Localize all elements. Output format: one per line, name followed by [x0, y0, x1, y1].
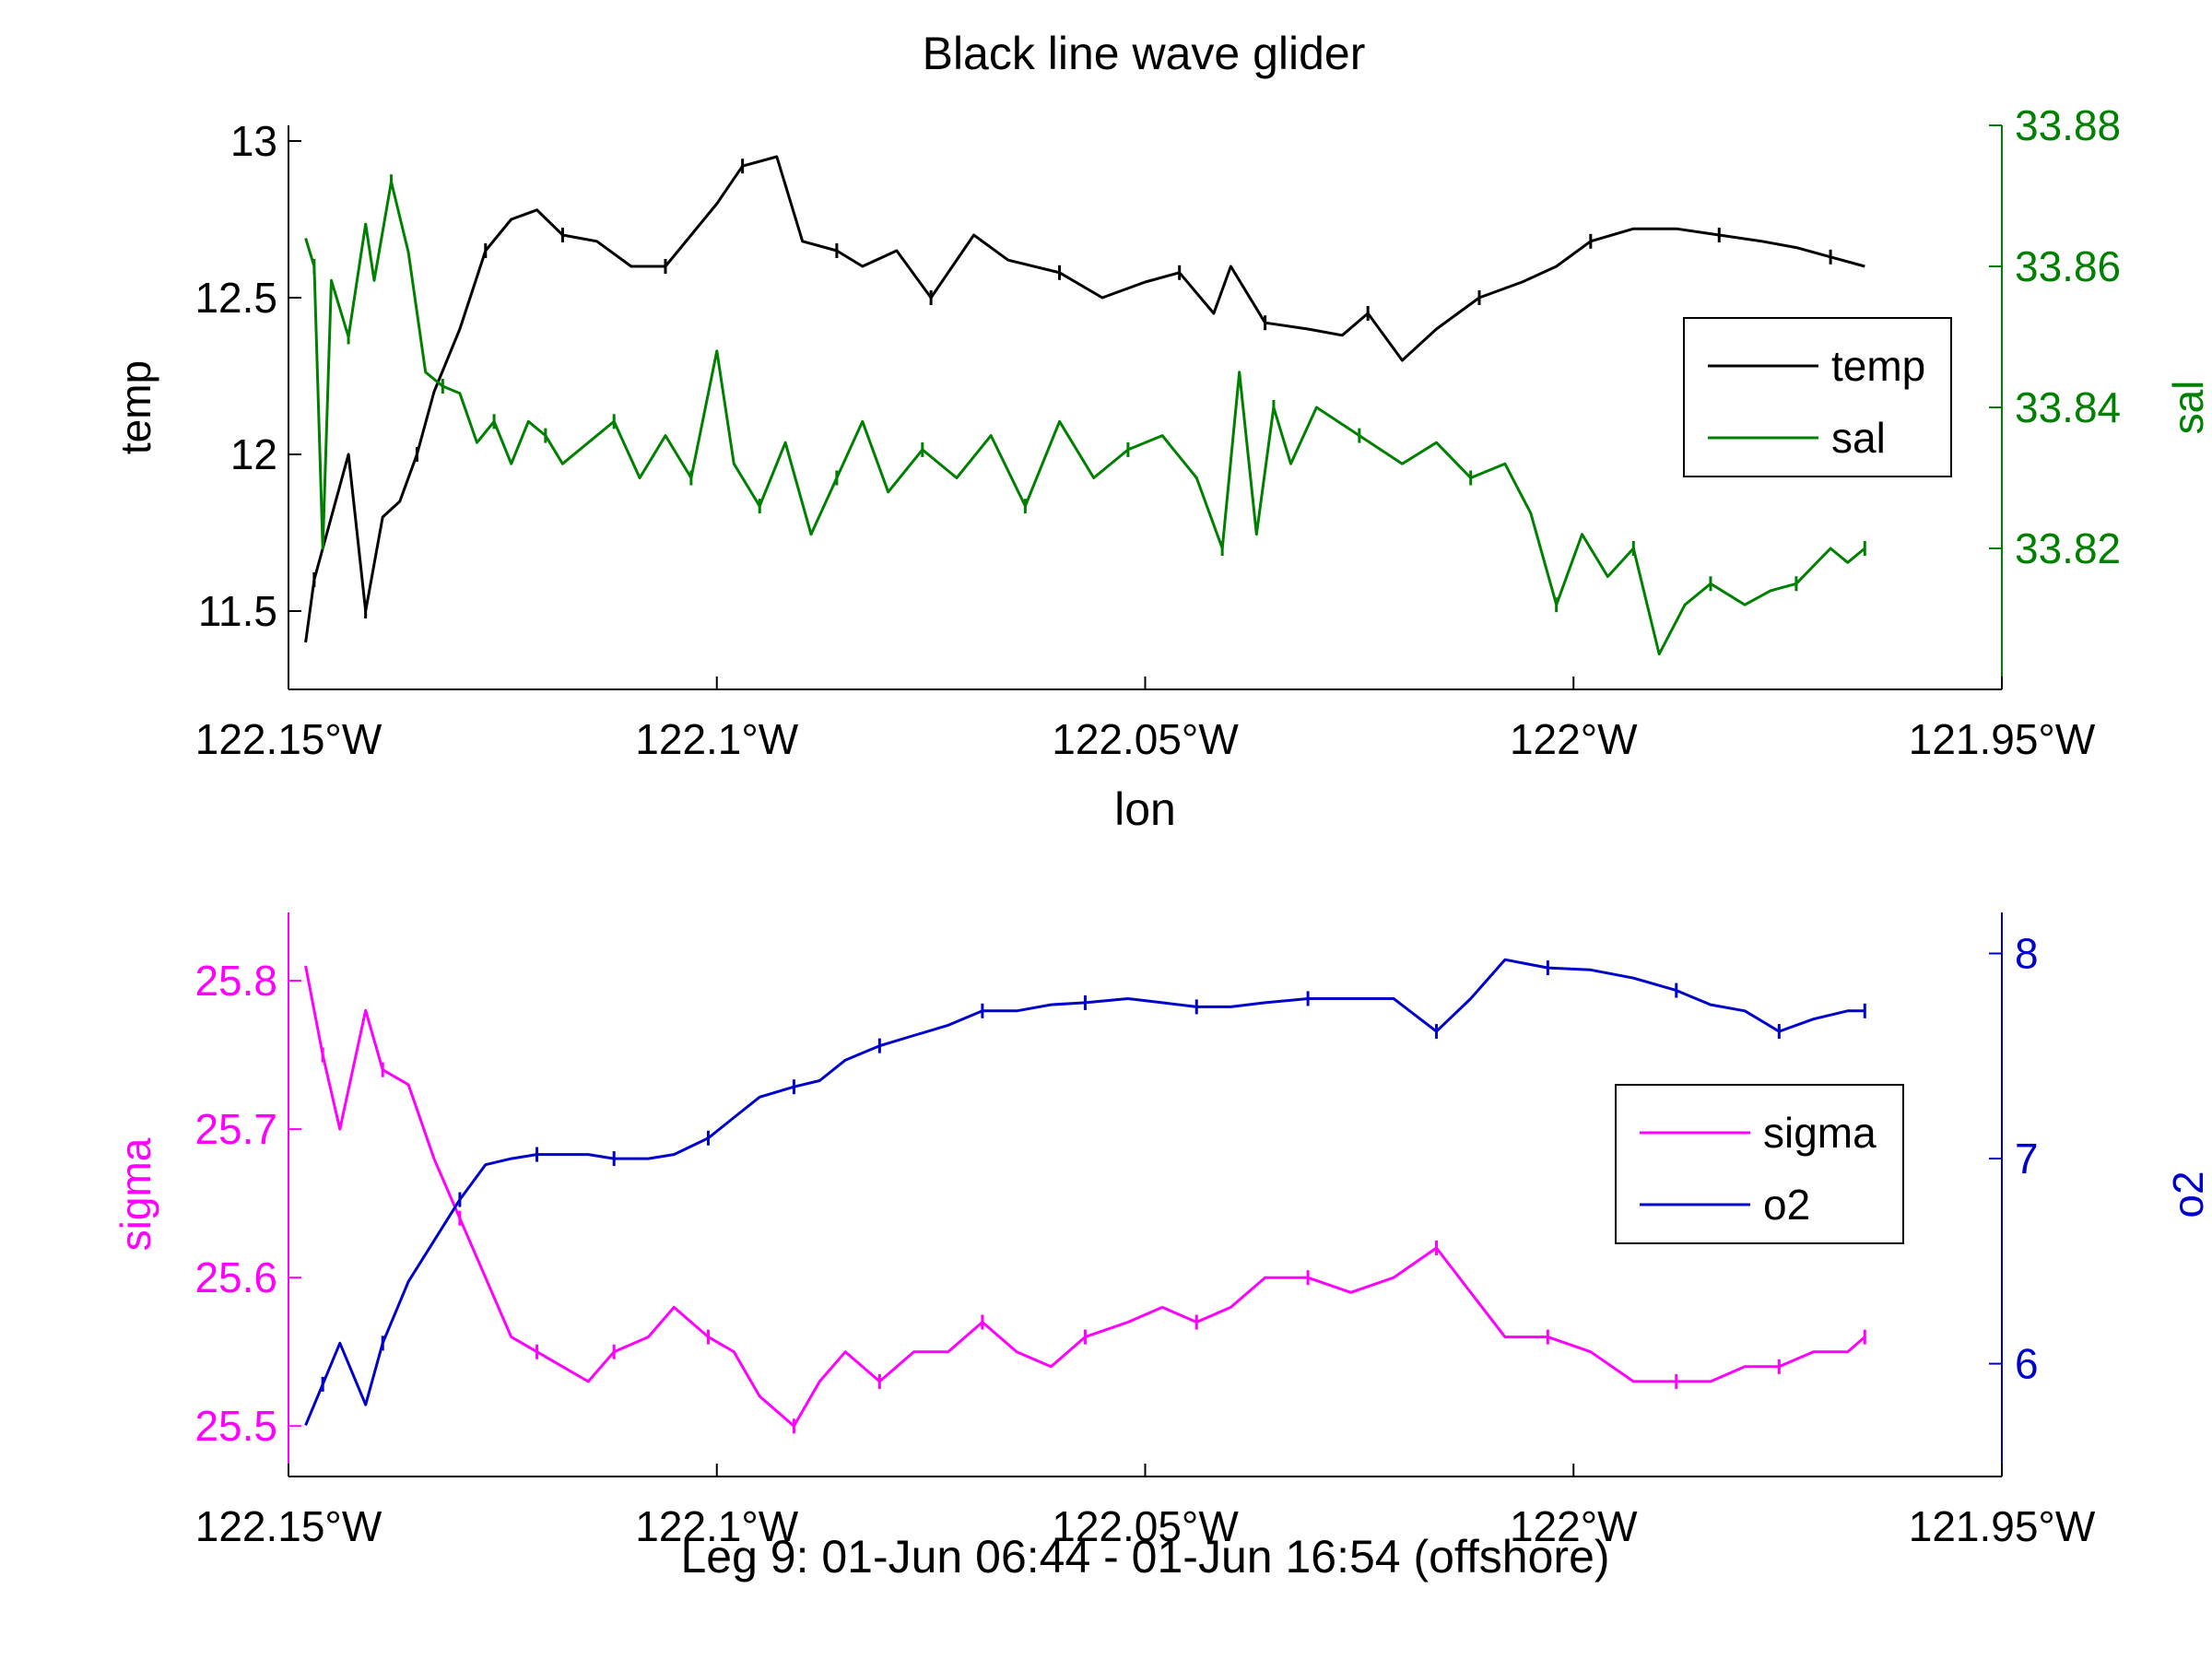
figure-title: Black line wave glider	[923, 28, 1366, 79]
right-tick-label: 6	[2015, 1340, 2039, 1388]
legend-label-temp: temp	[1831, 342, 1925, 390]
x-tick-label: 122.1°W	[635, 715, 799, 763]
x-tick-label: 122.1°W	[635, 1502, 799, 1550]
left-axis-label: temp	[112, 360, 159, 454]
legend-box	[1615, 1084, 1904, 1244]
x-tick-label: 122.15°W	[195, 715, 382, 763]
left-tick-label: 25.8	[194, 957, 277, 1005]
bottom-plot: 122.15°W 122.1°W 122.05°W 122°W 121.95°W 25.5…	[112, 912, 2212, 1583]
x-tick-label: 121.95°W	[1909, 715, 2096, 763]
left-tick-label: 11.5	[198, 587, 277, 635]
legend-label-sal: sal	[1831, 414, 1886, 462]
legend-box	[1683, 317, 1952, 477]
right-tick-label: 33.84	[2015, 383, 2121, 431]
right-tick-label: 33.88	[2015, 101, 2121, 149]
x-tick-label: 121.95°W	[1909, 1502, 2096, 1550]
left-tick-label: 25.7	[194, 1105, 277, 1153]
right-axis-label: o2	[2164, 1171, 2212, 1218]
x-tick-label: 122°W	[1510, 1502, 1638, 1550]
left-tick-label: 12.5	[194, 274, 277, 322]
legend-label-o2: o2	[1763, 1181, 1810, 1229]
series-line-sigma	[304, 965, 1866, 1428]
left-axis-label: sigma	[112, 1137, 159, 1251]
x-tick-label: 122°W	[1510, 715, 1638, 763]
x-tick-label: 122.15°W	[195, 1502, 382, 1550]
x-tick-label: 122.05°W	[1052, 1502, 1239, 1550]
x-axis-label: Leg 9: 01-Jun 06:44 - 01-Jun 16:54 (offs…	[680, 1531, 1609, 1583]
x-tick-label: 122.05°W	[1052, 715, 1239, 763]
top-plot: 122.15°W 122.1°W 122.05°W 122°W 121.95°W 11.5…	[112, 101, 2212, 835]
x-axis-label: lon	[1114, 783, 1176, 835]
right-tick-label: 33.86	[2015, 242, 2121, 290]
left-tick-label: 25.6	[194, 1253, 277, 1301]
right-tick-label: 7	[2015, 1135, 2039, 1182]
series-line-temp	[304, 155, 1865, 643]
right-tick-label: 33.82	[2015, 524, 2121, 572]
series-line-sal	[304, 180, 1866, 656]
left-tick-label: 25.5	[194, 1402, 277, 1450]
right-tick-label: 8	[2015, 930, 2039, 978]
legend-label-sigma: sigma	[1763, 1109, 1877, 1157]
right-axis-label: sal	[2164, 381, 2212, 435]
series-line-o2	[304, 958, 1865, 1426]
left-tick-label: 13	[230, 117, 277, 165]
left-tick-label: 12	[230, 430, 277, 478]
